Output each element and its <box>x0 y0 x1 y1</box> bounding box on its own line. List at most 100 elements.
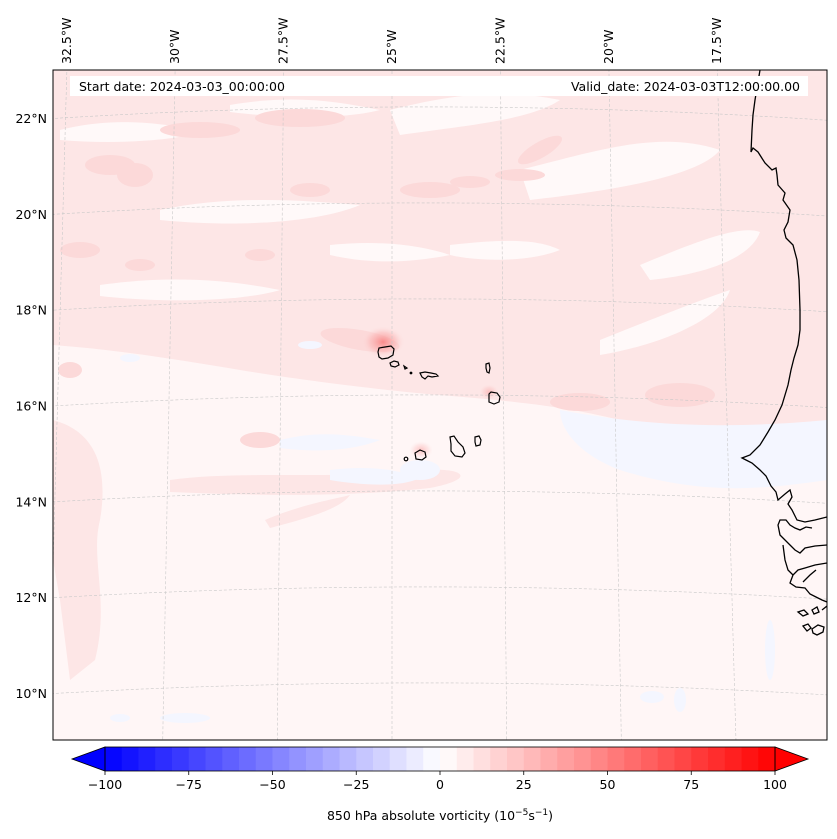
coast-senegal-gambia <box>777 519 827 554</box>
vorticity-band-near-zero <box>60 93 760 355</box>
island-brava <box>403 456 409 462</box>
colorbar-band <box>624 747 642 771</box>
colorbar-extend-low <box>70 746 106 772</box>
longitude-tick-label: 22.5°W <box>493 18 508 64</box>
colorbar-band <box>674 747 692 771</box>
island-fogo <box>414 449 427 461</box>
longitude-tick-label: 25°W <box>384 29 399 64</box>
island-sao-vicente <box>389 360 400 368</box>
latitude-tick-labels: 22°N 20°N 18°N 16°N 14°N 12°N 10°N <box>15 111 47 701</box>
colorbar-band <box>121 747 139 771</box>
latitude-tick-label: 18°N <box>15 303 47 318</box>
map-panel: Start date: 2024-03-03_00:00:00 Valid_da… <box>15 18 828 741</box>
colorbar-band <box>239 747 257 771</box>
colorbar-tick-label: 100 <box>763 777 787 792</box>
colorbar-band <box>155 747 173 771</box>
longitude-tick-label: 27.5°W <box>276 18 291 64</box>
colorbar-label: 850 hPa absolute vorticity (10−5s−1) <box>327 808 553 823</box>
colorbar-band <box>373 747 391 771</box>
bissagos-island-1 <box>796 609 810 617</box>
coast-guinea-bissau <box>789 562 827 603</box>
colorbar-band <box>641 747 659 771</box>
island-sao-nicolau <box>419 371 440 380</box>
island-santiago <box>449 435 466 458</box>
parallel-gridline <box>53 298 827 313</box>
colorbar-band <box>406 747 424 771</box>
colorbar-band <box>741 747 759 771</box>
map-frame <box>52 69 828 741</box>
longitude-tick-label: 20°W <box>601 29 616 64</box>
latitude-tick-label: 22°N <box>15 111 47 126</box>
colorbar-band <box>306 747 324 771</box>
vorticity-peak-santo-antao <box>361 326 405 358</box>
cape-verde-islands <box>377 345 501 462</box>
coast-gap-1 <box>782 544 794 576</box>
colorbar-band <box>322 747 340 771</box>
island-branco <box>409 371 413 375</box>
colorbar-band <box>507 747 525 771</box>
colorbar-band <box>138 747 156 771</box>
colorbar-band <box>540 747 558 771</box>
colorbar-band <box>490 747 508 771</box>
parallel-gridline <box>53 106 827 121</box>
african-coastline <box>740 70 827 636</box>
colorbar-bands <box>105 747 776 771</box>
bissagos-island-2 <box>811 606 820 615</box>
parallel-gridline <box>53 490 827 504</box>
colorbar-tick-label: 75 <box>683 777 699 792</box>
colorbar-band <box>557 747 575 771</box>
longitude-tick-labels: 32.5°W 30°W 27.5°W 25°W 22.5°W 20°W 17.5°W <box>59 18 724 64</box>
colorbar-band <box>272 747 290 771</box>
colorbar-band <box>523 747 541 771</box>
parallel-gridline <box>53 586 827 600</box>
bissagos-island-3 <box>801 623 812 632</box>
annotation-box <box>70 76 808 96</box>
colorbar-band <box>473 747 491 771</box>
colorbar-band <box>691 747 709 771</box>
latitude-tick-label: 20°N <box>15 207 47 222</box>
longitude-tick-label: 17.5°W <box>709 18 724 64</box>
vorticity-band-negative <box>110 341 827 723</box>
colorbar-extend-high <box>774 746 810 772</box>
island-boa-vista <box>488 391 501 405</box>
colorbar-band <box>289 747 307 771</box>
colorbar-band <box>657 747 675 771</box>
colorbar-band <box>590 747 608 771</box>
coast-gap-2 <box>802 569 817 583</box>
coast-western-sahara-mauritania <box>740 70 827 523</box>
vorticity-field <box>53 70 827 740</box>
colorbar-band <box>456 747 474 771</box>
colorbar-band <box>255 747 273 771</box>
colorbar-tick-label: 25 <box>516 777 532 792</box>
island-maio <box>474 435 482 447</box>
latitude-tick-label: 16°N <box>15 399 47 414</box>
valid-date-label: Valid_date: 2024-03-03T12:00:00.00 <box>571 79 800 94</box>
latitude-tick-label: 14°N <box>15 494 47 509</box>
meridian-gridline <box>277 70 284 740</box>
start-date-label: Start date: 2024-03-03_00:00:00 <box>79 79 285 94</box>
vorticity-peak-sal <box>479 384 499 400</box>
colorbar-tick-label: −25 <box>343 777 369 792</box>
meridian-gridline <box>716 70 737 740</box>
colorbar-tick-label: 50 <box>600 777 616 792</box>
latitude-tick-label: 10°N <box>15 686 47 701</box>
colorbar-band <box>440 747 458 771</box>
longitude-tick-label: 30°W <box>167 29 182 64</box>
island-sal <box>485 362 491 374</box>
colorbar-ticks: −100 −75 −50 −25 0 25 50 75 100 <box>88 771 787 792</box>
parallel-gridline <box>53 394 827 408</box>
bissagos-island-4 <box>811 624 825 636</box>
latitude-tick-label: 12°N <box>15 590 47 605</box>
colorbar-band <box>356 747 374 771</box>
colorbar-tick-label: −75 <box>176 777 202 792</box>
meridian-gridline <box>53 70 68 578</box>
colorbar-band <box>574 747 592 771</box>
colorbar-band <box>172 747 190 771</box>
colorbar-band <box>389 747 407 771</box>
colorbar: −100 −75 −50 −25 0 25 50 75 100 850 hPa absolute… <box>70 746 810 823</box>
colorbar-band <box>423 747 441 771</box>
colorbar-band <box>222 747 240 771</box>
colorbar-band <box>708 747 726 771</box>
colorbar-tick-label: 0 <box>436 777 444 792</box>
